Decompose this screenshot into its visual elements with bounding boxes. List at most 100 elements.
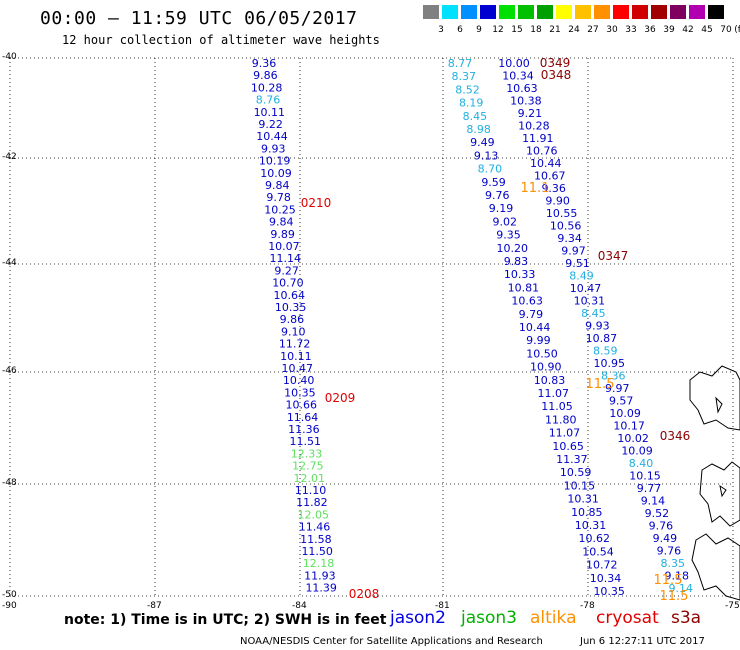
- wave-height-value: 9.14: [641, 495, 666, 508]
- wave-height-value: 10.54: [582, 545, 614, 558]
- wave-height-value: 8.49: [569, 270, 594, 283]
- wave-height-value: 10.07: [268, 240, 300, 253]
- scale-label: 15: [511, 25, 523, 35]
- scale-label: (ft): [734, 25, 740, 35]
- lon-tick-label: -87: [147, 601, 162, 611]
- scale-label: 9: [476, 25, 482, 35]
- lat-tick-label: -46: [2, 366, 17, 376]
- footnote: note: 1) Time is in UTC; 2) SWH is in fe…: [64, 612, 387, 628]
- wave-height-value: 12.18: [303, 557, 335, 570]
- scale-swatch: [556, 5, 572, 19]
- wave-height-value: 11.37: [556, 453, 588, 466]
- pass-time-label: 0348: [541, 68, 572, 82]
- wave-height-value: 9.97: [561, 245, 586, 258]
- wave-height-value: 9.36: [541, 182, 566, 195]
- scale-swatch: [708, 5, 724, 19]
- lon-tick-label: -78: [580, 601, 595, 611]
- wave-height-value: 8.19: [459, 97, 484, 110]
- wave-height-value: 9.86: [280, 313, 305, 326]
- wave-height-value: 9.49: [470, 136, 495, 149]
- pass-time-label: 0209: [325, 391, 356, 405]
- wave-height-value: 10.31: [575, 519, 607, 532]
- scale-swatch: [632, 5, 648, 19]
- wave-height-value: 9.34: [557, 232, 582, 245]
- scale-swatch: [499, 5, 515, 19]
- wave-height-value: 11.14: [270, 252, 302, 265]
- pass-time-label: 0349: [540, 56, 571, 70]
- wave-height-value: 11.39: [305, 582, 337, 595]
- wave-height-value: 11.82: [296, 496, 328, 509]
- wave-height-value: 10.25: [264, 203, 296, 216]
- scale-label: 21: [549, 25, 561, 35]
- chart-subtitle: 12 hour collection of altimeter wave hei…: [62, 33, 380, 47]
- scale-label: 6: [457, 25, 463, 35]
- wave-height-value: 10.47: [282, 362, 314, 375]
- lat-tick-label: -42: [2, 152, 17, 162]
- scale-swatch: [594, 5, 610, 19]
- wave-height-value: 9.84: [265, 179, 290, 192]
- wave-height-value: 9.21: [518, 107, 543, 120]
- wave-height-value: 12.05: [297, 508, 329, 521]
- wave-height-value: 10.38: [510, 95, 542, 108]
- wave-height-value: 8.98: [466, 123, 491, 136]
- scale-label: 39: [663, 25, 675, 35]
- scale-label: 3: [438, 25, 444, 35]
- scale-swatch: [423, 5, 439, 19]
- scale-swatch: [651, 5, 667, 19]
- wave-height-value: 11.10: [295, 484, 327, 497]
- wave-height-value: 12.75: [292, 460, 324, 473]
- coastline: [689, 365, 740, 601]
- lat-tick-label: -44: [2, 258, 17, 268]
- wave-height-value: 12.01: [293, 472, 325, 485]
- wave-height-value: 9.93: [261, 142, 286, 155]
- wave-height-value: 8.52: [455, 83, 480, 96]
- scale-swatch: [461, 5, 477, 19]
- wave-height-value: 11.36: [288, 423, 320, 436]
- wave-height-value: 10.70: [272, 277, 304, 290]
- wave-height-value: 9.59: [481, 176, 506, 189]
- wave-height-value: 10.76: [526, 145, 558, 158]
- lon-tick-label: -81: [435, 601, 450, 611]
- scale-label: 18: [530, 25, 542, 35]
- wave-height-value: 10.50: [526, 347, 558, 360]
- wave-height-value: 10.02: [617, 432, 649, 445]
- wave-height-value: 10.72: [586, 559, 618, 572]
- wave-height-value: 8.59: [593, 345, 618, 358]
- scale-swatch: [689, 5, 705, 19]
- wave-height-value: 9.97: [605, 382, 630, 395]
- wave-height-value: 9.83: [504, 255, 529, 268]
- wave-height-value: 9.89: [270, 228, 295, 241]
- wave-height-value: 11.58: [300, 533, 332, 546]
- wave-height-value: 11.80: [545, 413, 577, 426]
- wave-height-value: 9.86: [253, 69, 278, 82]
- scale-swatch: [480, 5, 496, 19]
- scale-swatch: [670, 5, 686, 19]
- wave-height-value: 8.36: [601, 370, 626, 383]
- wave-height-value: 10.63: [511, 295, 543, 308]
- wave-height-value: 10.28: [518, 120, 550, 133]
- chart-title: 00:00 – 11:59 UTC 06/05/2017: [40, 8, 358, 29]
- wave-height-value: 9.76: [649, 520, 674, 533]
- wave-height-value: 10.40: [283, 374, 315, 387]
- wave-height-value: 8.77: [448, 57, 473, 70]
- lat-tick-label: -48: [2, 478, 17, 488]
- lon-tick-label: -84: [292, 601, 307, 611]
- wave-height-value: 10.09: [260, 167, 292, 180]
- wave-height-value: 9.76: [657, 545, 682, 558]
- wave-height-value: 10.65: [552, 440, 584, 453]
- wave-height-value: 11.50: [301, 545, 333, 558]
- scale-label: 30: [606, 25, 618, 35]
- wave-height-value: 10.35: [284, 386, 316, 399]
- wave-height-value: 10.34: [502, 70, 534, 83]
- wave-height-value: 10.19: [259, 155, 291, 168]
- wave-height-value: 11.07: [549, 427, 581, 440]
- wave-height-value: 9.78: [266, 191, 291, 204]
- altika-value: 11.1: [521, 181, 550, 196]
- wave-height-value: 10.31: [574, 295, 606, 308]
- legend-jason3: jason3: [461, 608, 517, 628]
- wave-height-value: 9.14: [668, 582, 693, 595]
- wave-height-value: 10.83: [534, 374, 566, 387]
- wave-height-value: 9.27: [274, 264, 299, 277]
- lon-tick-label: -75: [725, 601, 740, 611]
- wave-height-value: 9.52: [645, 507, 670, 520]
